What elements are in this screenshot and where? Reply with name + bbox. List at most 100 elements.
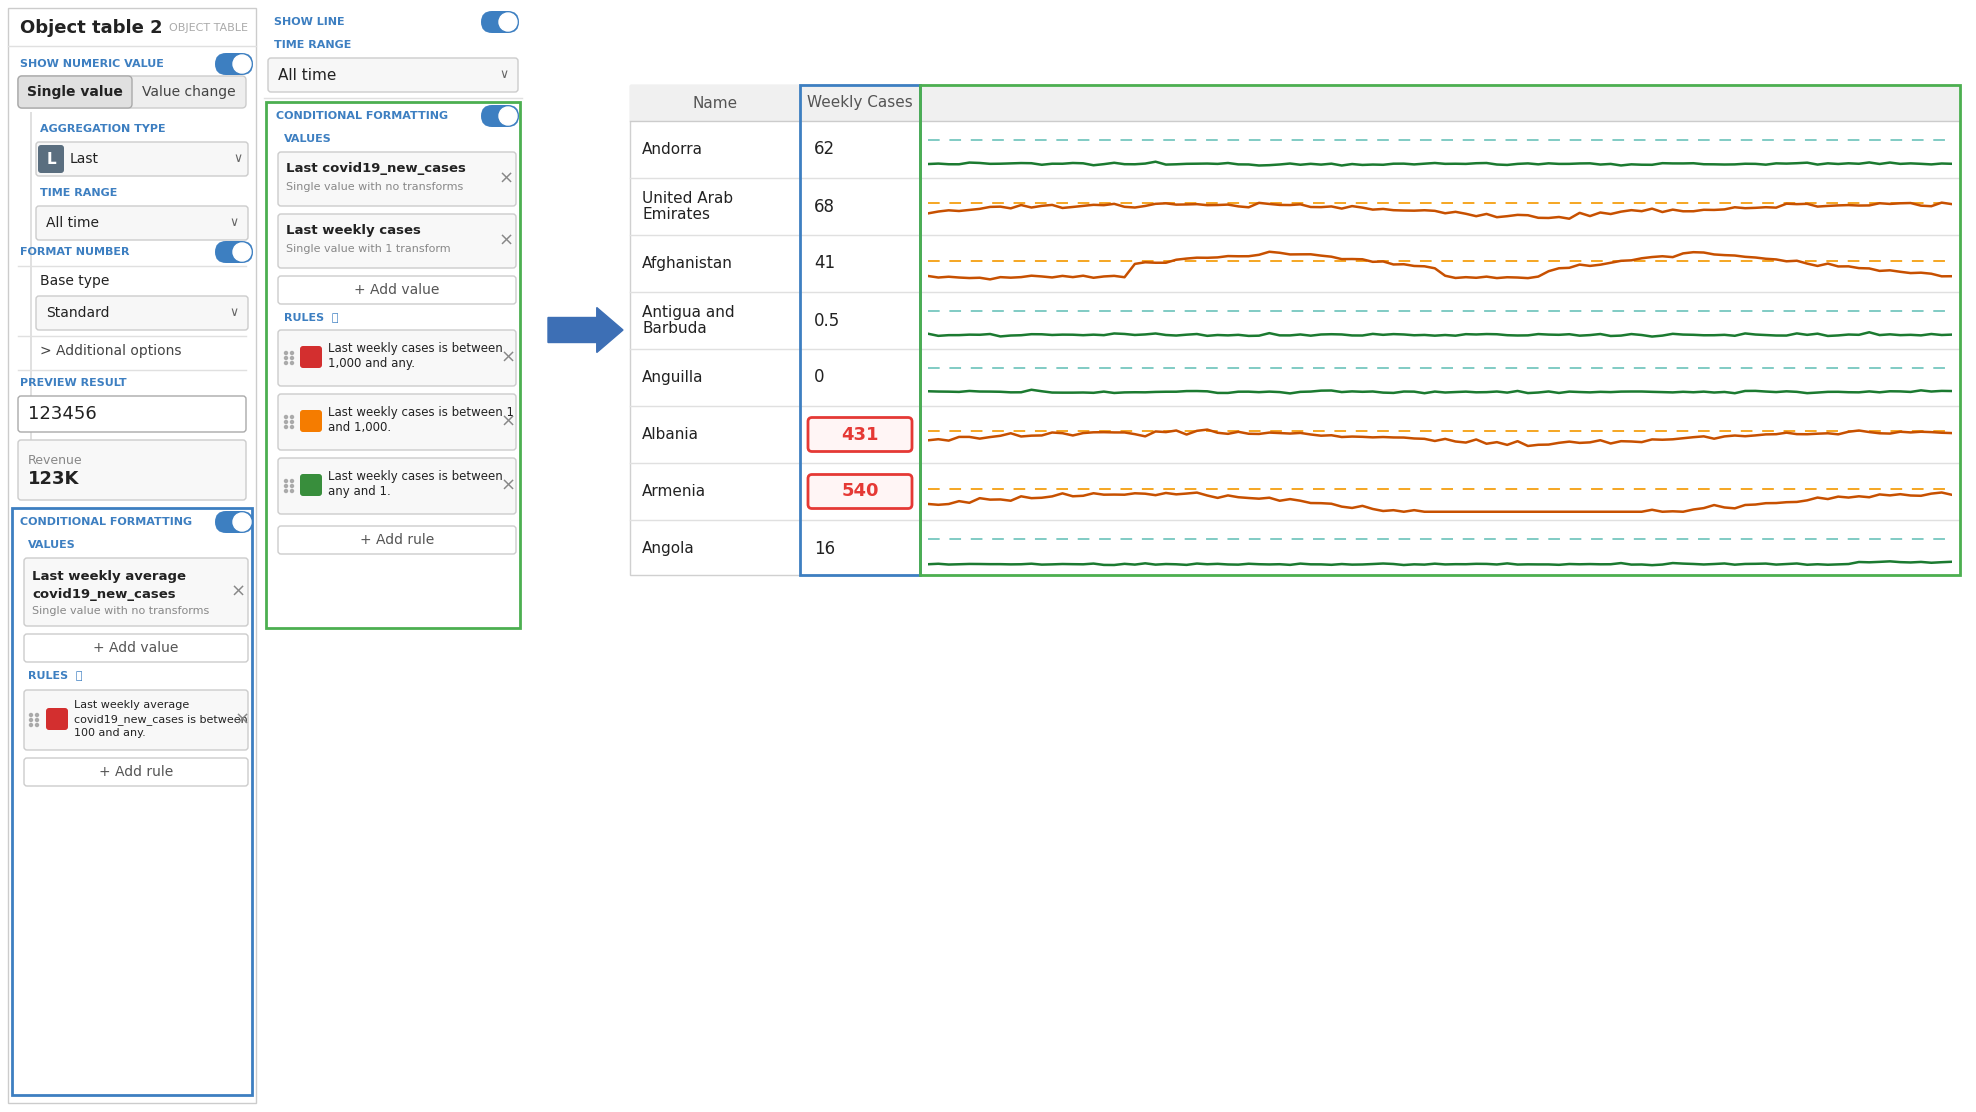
Circle shape <box>290 361 294 365</box>
Text: VALUES: VALUES <box>28 540 75 550</box>
Text: 1,000 and any.: 1,000 and any. <box>328 357 415 370</box>
Text: + Add value: + Add value <box>354 282 441 297</box>
Text: ×: × <box>500 349 516 367</box>
Text: VALUES: VALUES <box>285 135 332 143</box>
Bar <box>630 85 1960 575</box>
Text: FORMAT NUMBER: FORMAT NUMBER <box>20 247 130 257</box>
Bar <box>921 85 1960 575</box>
Circle shape <box>233 54 251 73</box>
Text: Standard: Standard <box>45 306 109 320</box>
FancyBboxPatch shape <box>18 76 245 108</box>
FancyBboxPatch shape <box>215 512 253 533</box>
Circle shape <box>290 489 294 493</box>
Text: Angola: Angola <box>642 542 696 556</box>
Text: OBJECT TABLE: OBJECT TABLE <box>170 23 249 33</box>
Text: ∨: ∨ <box>229 217 239 229</box>
Text: AGGREGATION TYPE: AGGREGATION TYPE <box>40 125 166 135</box>
Circle shape <box>290 479 294 483</box>
Text: 16: 16 <box>814 539 836 557</box>
Text: RULES  ⓘ: RULES ⓘ <box>285 312 338 322</box>
Text: ∨: ∨ <box>229 307 239 319</box>
Circle shape <box>233 244 251 261</box>
Text: Last weekly cases is between 1: Last weekly cases is between 1 <box>328 406 514 419</box>
Circle shape <box>285 361 287 365</box>
Circle shape <box>285 426 287 428</box>
FancyBboxPatch shape <box>300 410 322 431</box>
Text: Single value with no transforms: Single value with no transforms <box>287 182 462 192</box>
Text: Last weekly cases: Last weekly cases <box>287 224 421 237</box>
Circle shape <box>285 357 287 359</box>
FancyBboxPatch shape <box>480 105 520 127</box>
Circle shape <box>36 724 38 726</box>
Text: any and 1.: any and 1. <box>328 485 391 498</box>
Text: All time: All time <box>45 216 99 230</box>
Text: ×: × <box>500 413 516 431</box>
Circle shape <box>285 420 287 424</box>
Text: Last weekly average: Last weekly average <box>73 699 190 709</box>
Circle shape <box>290 485 294 487</box>
Text: RULES  ⓘ: RULES ⓘ <box>28 671 83 681</box>
Text: Single value with no transforms: Single value with no transforms <box>32 606 209 616</box>
Text: Last weekly average: Last weekly average <box>32 570 186 583</box>
FancyBboxPatch shape <box>18 396 245 431</box>
Text: 123456: 123456 <box>28 405 97 423</box>
FancyBboxPatch shape <box>808 417 913 451</box>
Circle shape <box>285 485 287 487</box>
Text: + Add rule: + Add rule <box>360 533 435 547</box>
Text: TIME RANGE: TIME RANGE <box>40 188 117 198</box>
Text: Last weekly cases is between: Last weekly cases is between <box>328 342 502 355</box>
Circle shape <box>290 357 294 359</box>
FancyBboxPatch shape <box>24 558 249 626</box>
Text: CONDITIONAL FORMATTING: CONDITIONAL FORMATTING <box>277 111 449 121</box>
Text: ∨: ∨ <box>500 69 508 81</box>
FancyBboxPatch shape <box>24 758 249 786</box>
Text: Anguilla: Anguilla <box>642 370 703 385</box>
Text: covid19_new_cases: covid19_new_cases <box>32 588 176 600</box>
Text: 540: 540 <box>842 483 879 500</box>
FancyBboxPatch shape <box>279 526 516 554</box>
Circle shape <box>36 718 38 722</box>
Text: Value change: Value change <box>142 85 235 99</box>
Text: > Additional options: > Additional options <box>40 344 182 358</box>
Text: Single value: Single value <box>28 85 123 99</box>
Circle shape <box>285 416 287 418</box>
Text: Armenia: Armenia <box>642 484 705 499</box>
Circle shape <box>285 351 287 355</box>
Text: and 1,000.: and 1,000. <box>328 421 391 434</box>
Text: Albania: Albania <box>642 427 700 441</box>
Circle shape <box>500 107 518 125</box>
Text: ×: × <box>235 711 249 729</box>
Text: Emirates: Emirates <box>642 207 709 222</box>
Text: Revenue: Revenue <box>28 454 83 467</box>
Text: + Add rule: + Add rule <box>99 765 174 780</box>
Circle shape <box>30 724 32 726</box>
Bar <box>267 102 520 628</box>
Text: Andorra: Andorra <box>642 142 703 157</box>
FancyBboxPatch shape <box>45 708 67 729</box>
Bar <box>30 112 32 451</box>
Text: Weekly Cases: Weekly Cases <box>806 96 913 110</box>
Circle shape <box>30 714 32 716</box>
Text: ×: × <box>231 583 245 600</box>
Text: 100 and any.: 100 and any. <box>73 728 146 738</box>
FancyBboxPatch shape <box>279 276 516 304</box>
Circle shape <box>285 479 287 483</box>
FancyBboxPatch shape <box>300 346 322 368</box>
FancyBboxPatch shape <box>36 206 249 240</box>
Circle shape <box>290 351 294 355</box>
Text: SHOW LINE: SHOW LINE <box>275 17 344 27</box>
Text: Name: Name <box>692 96 737 110</box>
Text: 0: 0 <box>814 368 824 387</box>
FancyBboxPatch shape <box>36 142 249 176</box>
Text: 123K: 123K <box>28 470 79 488</box>
Circle shape <box>500 13 518 31</box>
Text: All time: All time <box>279 68 336 82</box>
Text: PREVIEW RESULT: PREVIEW RESULT <box>20 378 126 388</box>
Text: Afghanistan: Afghanistan <box>642 256 733 271</box>
FancyBboxPatch shape <box>279 214 516 268</box>
Bar <box>630 85 1960 121</box>
FancyBboxPatch shape <box>279 458 516 514</box>
FancyBboxPatch shape <box>38 145 63 173</box>
Text: Single value with 1 transform: Single value with 1 transform <box>287 244 451 254</box>
Text: 68: 68 <box>814 198 836 216</box>
